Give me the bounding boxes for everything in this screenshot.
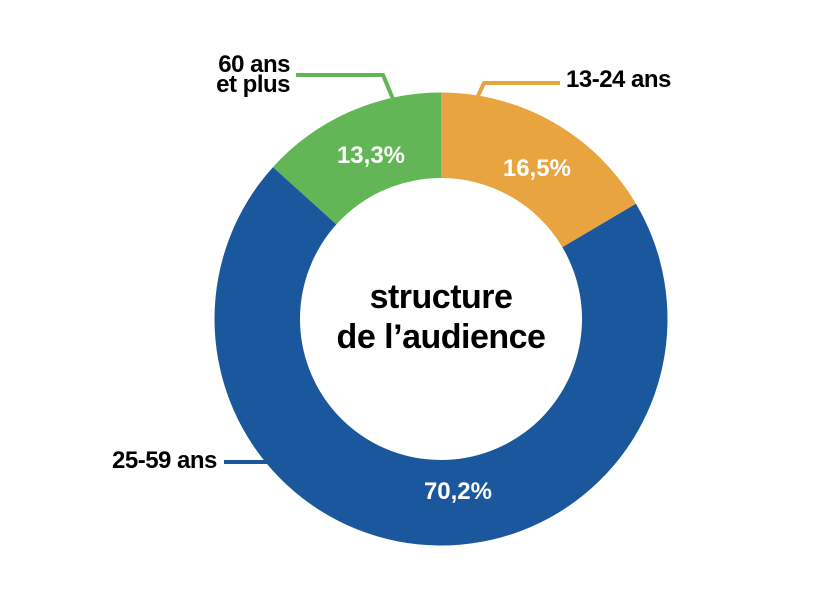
value-label-60-ans-et-plus: 13,3% <box>336 142 406 170</box>
donut-segment-25-59-ans <box>214 167 668 546</box>
callout-label-60-ans-line1: 60 ans <box>218 51 290 78</box>
callout-line-13-24-ans <box>475 81 560 99</box>
callout-label-25-59-ans: 25-59 ans <box>112 447 217 474</box>
callout-connector-lines <box>224 73 560 464</box>
donut-segments <box>214 92 668 546</box>
donut-segment-13-24-ans <box>441 92 636 248</box>
callout-label-60-ans-et-plus: 60 ans et plus <box>216 51 290 98</box>
chart-title-line1: structure <box>369 278 513 316</box>
callout-line-60-ans-et-plus <box>296 73 395 100</box>
callout-label-13-24-ans: 13-24 ans <box>566 66 671 93</box>
donut-segment-60-ans-et-plus <box>273 92 441 225</box>
value-label-25-59-ans: 70,2% <box>423 478 492 506</box>
value-label-13-24-ans: 16,5% <box>502 155 571 183</box>
chart-title-line2: de l’audience <box>336 318 546 356</box>
callout-label-60-ans-line2: et plus <box>216 71 290 98</box>
chart-title: structure de l’audience <box>337 277 546 357</box>
